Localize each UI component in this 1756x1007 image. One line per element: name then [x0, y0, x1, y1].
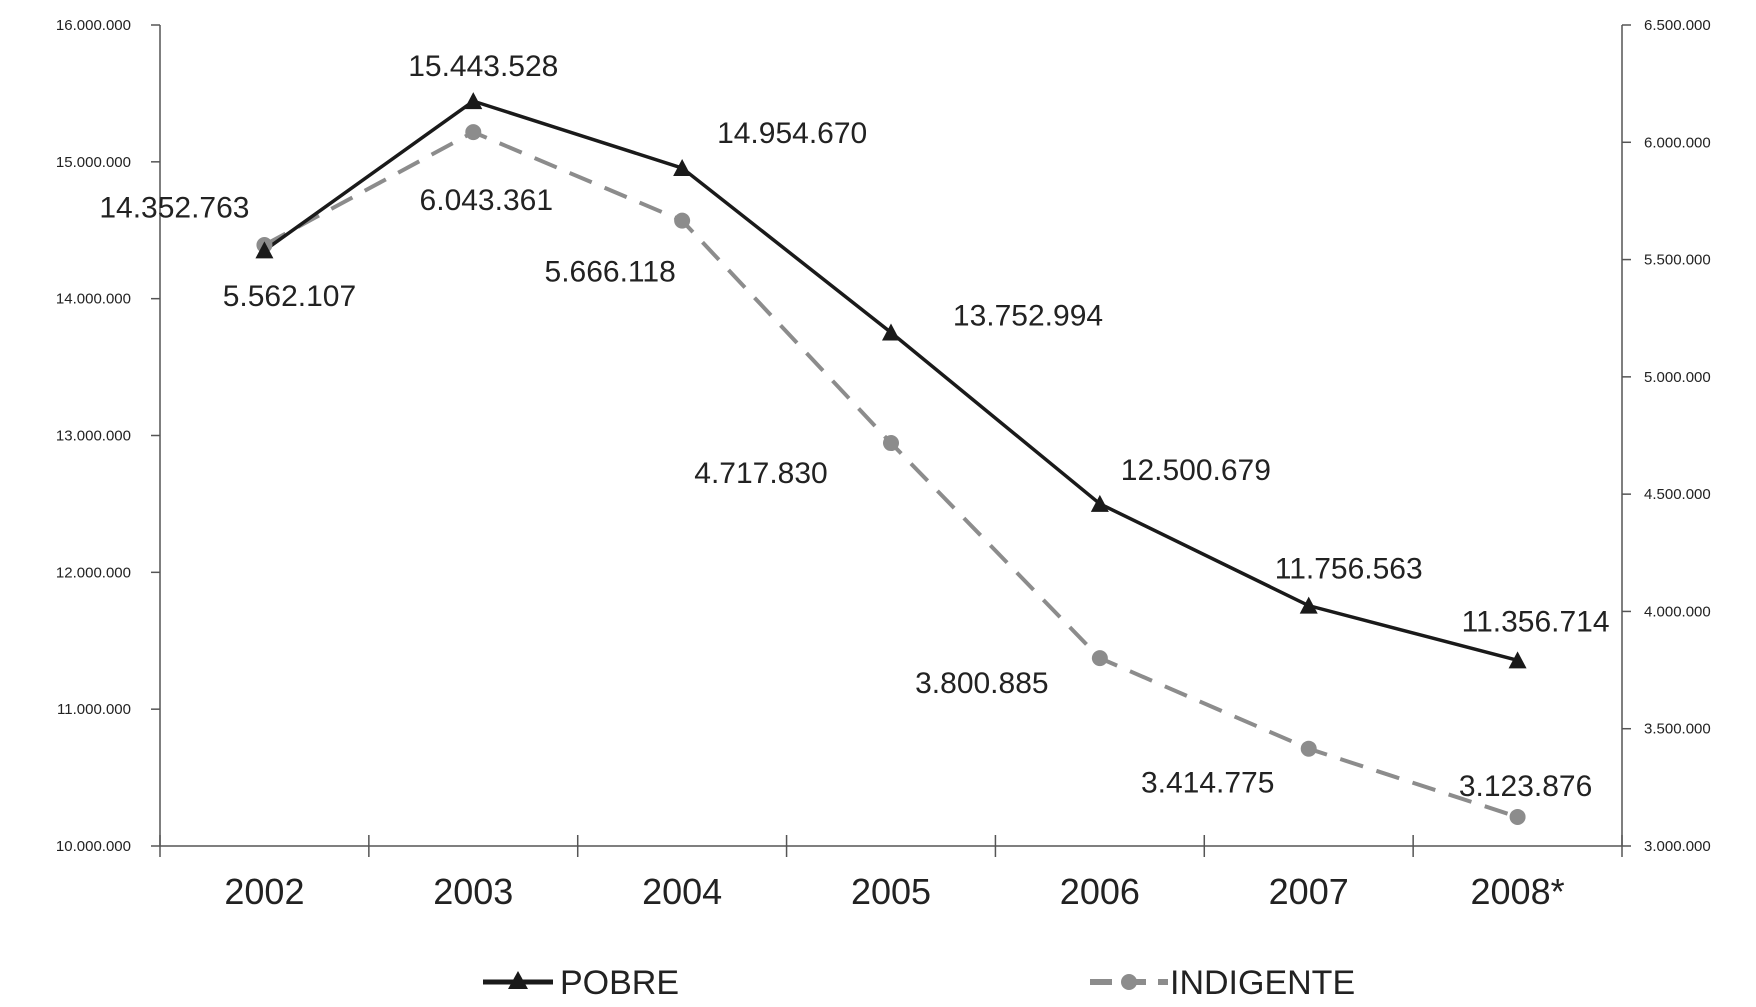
indigente-point	[465, 124, 482, 141]
y-right-tick-label: 3.000.000	[1644, 838, 1711, 855]
indigente-data-label: 4.717.830	[694, 457, 827, 490]
x-tick-label: 2003	[433, 871, 513, 912]
indigente-data-label: 3.414.775	[1141, 767, 1274, 800]
pobre-point	[1299, 596, 1318, 614]
pobre-point	[1508, 651, 1527, 669]
pobre-point	[464, 92, 483, 110]
y-right-tick-label: 5.000.000	[1644, 369, 1711, 386]
y-right-tick-label: 4.500.000	[1644, 486, 1711, 503]
indigente-point	[674, 212, 691, 229]
indigente-data-label: 3.123.876	[1459, 770, 1592, 803]
indigente-data-label: 6.043.361	[420, 184, 553, 217]
legend-pobre-label: POBRE	[560, 964, 679, 1002]
pobre-data-label: 14.352.763	[99, 191, 249, 224]
x-tick-label: 2005	[851, 871, 931, 912]
indigente-point	[1300, 740, 1317, 757]
legend-indigente-label: INDIGENTE	[1170, 964, 1355, 1002]
pobre-point	[255, 241, 274, 259]
y-right-tick-label: 3.500.000	[1644, 721, 1711, 738]
legend-pobre-marker	[508, 971, 528, 989]
pobre-data-label: 13.752.994	[953, 299, 1103, 332]
y-left-tick-label: 16.000.000	[56, 17, 131, 34]
pobre-data-label: 12.500.679	[1121, 454, 1271, 487]
y-left-tick-label: 10.000.000	[56, 838, 131, 855]
indigente-point	[1509, 808, 1526, 825]
y-right-tick-label: 4.000.000	[1644, 603, 1711, 620]
indigente-point	[1091, 650, 1108, 667]
y-left-tick-label: 13.000.000	[56, 428, 131, 445]
indigente-point	[883, 435, 899, 452]
indigente-line	[263, 129, 1519, 819]
pobre-data-label: 11.356.714	[1462, 605, 1610, 638]
x-tick-label: 2006	[1060, 871, 1140, 912]
pobre-point	[882, 323, 900, 341]
x-tick-label: 2004	[642, 871, 722, 912]
indigente-data-label: 5.562.107	[223, 280, 356, 313]
y-left-tick-label: 11.000.000	[57, 701, 131, 718]
x-tick-label: 2007	[1269, 871, 1349, 912]
y-left-tick-label: 14.000.000	[56, 291, 131, 308]
pobre-point	[1090, 494, 1109, 512]
y-left-tick-label: 15.000.000	[56, 154, 131, 171]
indigente-data-label: 3.800.885	[915, 667, 1048, 700]
pobre-data-label: 14.954.670	[717, 117, 867, 150]
pobre-point	[673, 159, 692, 177]
indigente-data-label: 5.666.118	[545, 256, 676, 289]
x-tick-label: 2008*	[1471, 871, 1565, 912]
y-left-tick-label: 12.000.000	[56, 564, 131, 581]
y-right-tick-label: 6.500.000	[1644, 17, 1711, 34]
y-right-tick-label: 5.500.000	[1644, 252, 1711, 269]
x-tick-label: 2002	[224, 871, 304, 912]
legend-indigente-marker	[1121, 974, 1137, 990]
pobre-data-label: 11.756.563	[1275, 553, 1423, 586]
pobre-data-label: 15.443.528	[408, 50, 558, 83]
y-right-tick-label: 6.000.000	[1644, 134, 1711, 151]
